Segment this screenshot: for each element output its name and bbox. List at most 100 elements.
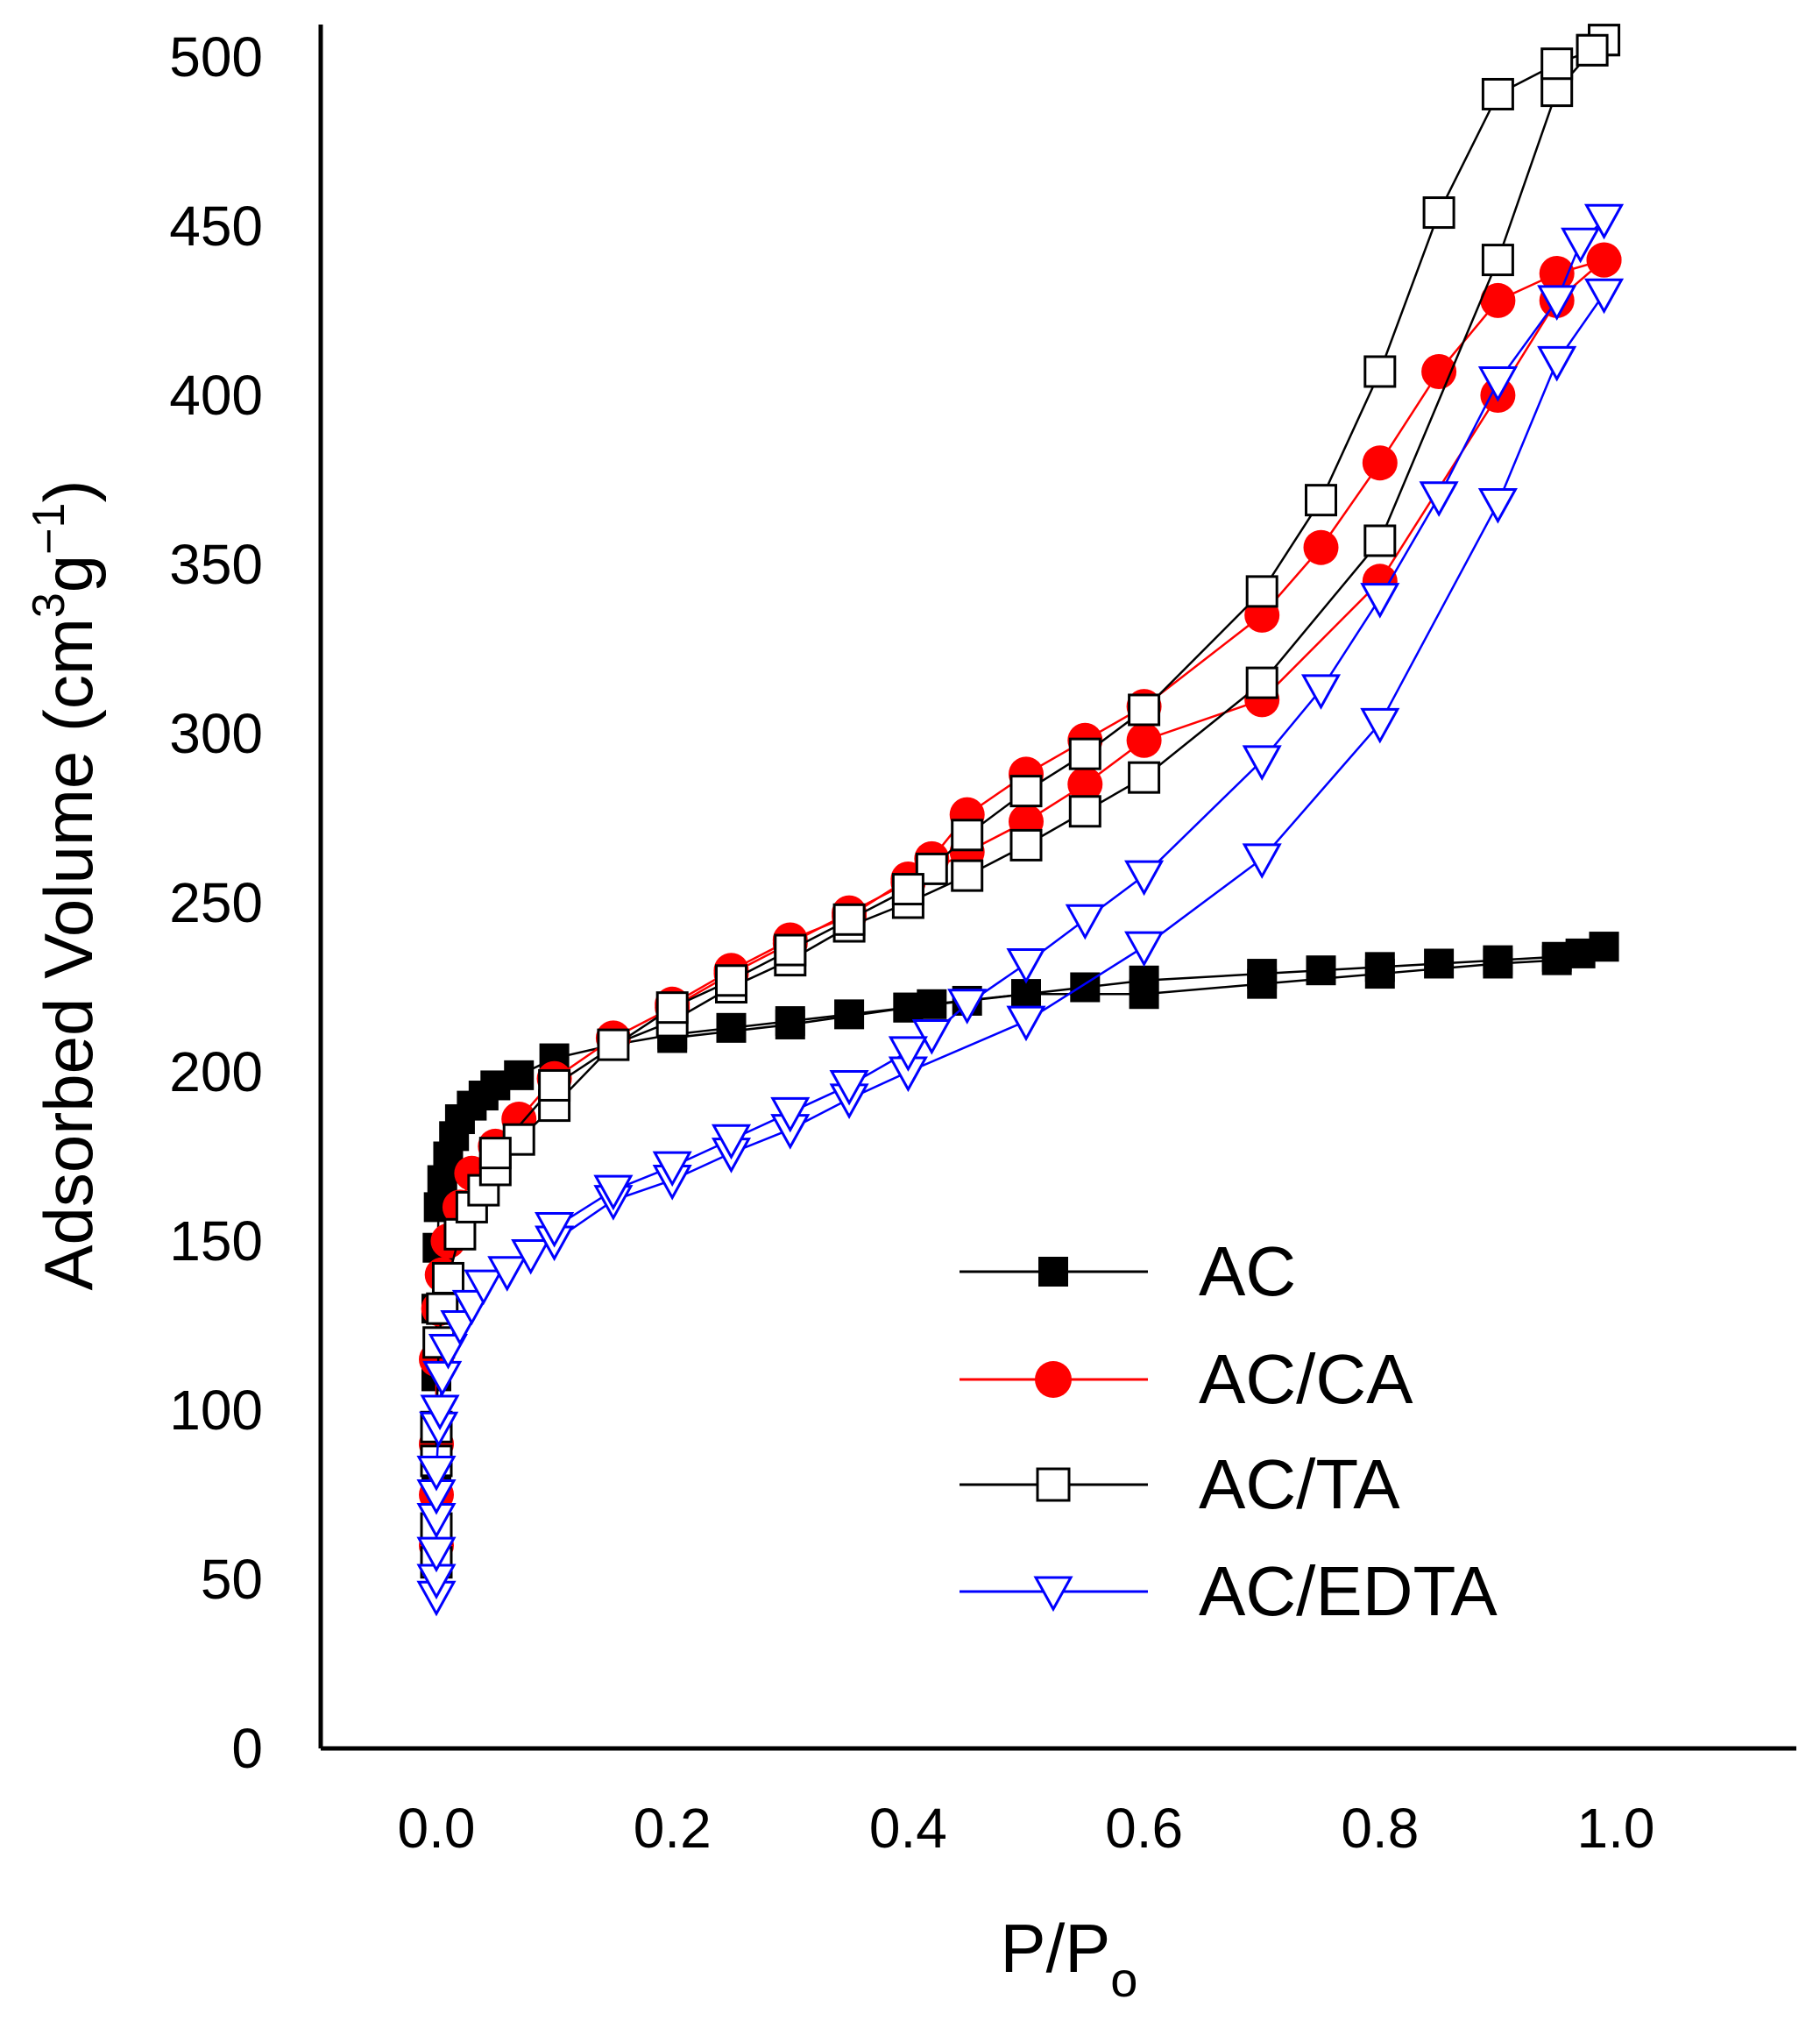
- series-ac-edta-point: [1124, 931, 1165, 968]
- y-tick-label: 350: [169, 533, 263, 596]
- series-ac-edta-point: [1561, 227, 1601, 264]
- y-tick-label: 0: [231, 1717, 263, 1780]
- series-ac-ta-point: [915, 852, 948, 885]
- series-ac-point: [775, 1009, 805, 1039]
- series-ac-ta-point: [431, 1261, 464, 1294]
- series-ac-edta-point: [1300, 674, 1342, 710]
- x-tick-label: 1.0: [1577, 1797, 1655, 1860]
- series-ac-edta-point: [711, 1124, 752, 1160]
- series-ac-ca-point: [1539, 256, 1575, 292]
- series-ac-edta-point: [464, 1269, 504, 1306]
- x-axis-title: P/Po: [1001, 1910, 1138, 2007]
- series-ac-ta-point: [1009, 775, 1043, 808]
- series-ac-ta-point: [1363, 524, 1397, 557]
- series-ac-ca-point: [1586, 242, 1622, 278]
- legend-item-ac-ca: AC/CA: [960, 1340, 1413, 1418]
- series-ac-ta-point: [538, 1068, 571, 1102]
- series-ac-ta-point: [655, 991, 689, 1025]
- series-ac-edta-point: [1537, 285, 1577, 322]
- series-ac-ca-desorption-line: [671, 259, 1604, 1005]
- series-ac-edta: [416, 203, 1625, 1617]
- series-ac-edta-point: [829, 1069, 869, 1106]
- series-ac-ta-point: [774, 933, 807, 967]
- legend-label-ac: AC: [1199, 1232, 1296, 1310]
- legend-label-ac-ta: AC/TA: [1199, 1445, 1400, 1523]
- series-ac-ca-adsorption-line: [435, 259, 1605, 1546]
- series-ac-edta-point: [422, 1360, 463, 1397]
- series-ac-ta-point: [1009, 828, 1043, 862]
- series-ac-edta-point: [1477, 488, 1518, 524]
- legend-label-ac-edta: AC/EDTA: [1199, 1552, 1498, 1630]
- series-ac-ca-point: [1480, 282, 1516, 318]
- series-ac-point: [1306, 955, 1336, 986]
- series-ac-ta-point: [951, 819, 984, 852]
- series-ac-ta-point: [1540, 74, 1574, 108]
- series-ac-edta-point: [1124, 860, 1165, 897]
- series-ac-edta-point: [487, 1256, 528, 1292]
- series-ac-edta-point: [1242, 843, 1282, 879]
- series-ac-ca: [419, 242, 1622, 1564]
- series-ac-edta-point: [1360, 707, 1400, 744]
- series-ac-ta: [420, 24, 1621, 1579]
- series-ac-ca-point: [1362, 445, 1398, 481]
- series-ac-ta-point: [832, 903, 866, 936]
- legend-marker-ac-ta: [1036, 1467, 1071, 1502]
- legend-marker-ac-ca: [1035, 1361, 1072, 1398]
- series-ac-ta-point: [1576, 33, 1609, 67]
- series-ac-edta-point: [428, 1334, 469, 1370]
- x-tick-label: 0.0: [398, 1797, 476, 1860]
- series-ac-ta-point: [478, 1137, 512, 1170]
- y-tick-label: 400: [169, 364, 263, 427]
- y-tick-label: 300: [169, 702, 263, 765]
- series-ac-edta-point: [1242, 745, 1282, 781]
- y-tick-label: 100: [169, 1379, 263, 1442]
- legend-item-ac: AC: [960, 1232, 1296, 1310]
- series-ac-point: [1011, 979, 1041, 1010]
- series-ac-edta-point: [535, 1212, 575, 1248]
- legend-marker-ac-edta: [1033, 1576, 1073, 1613]
- series-ac-ta-point: [1128, 693, 1161, 727]
- y-axis-title: Adsorbed Volume (cm3g−1): [24, 480, 107, 1291]
- x-tick-label: 0.6: [1105, 1797, 1183, 1860]
- y-tick-label: 150: [169, 1209, 263, 1273]
- series-ac-edta-point: [1477, 366, 1518, 402]
- series-ac-edta-point: [1360, 583, 1400, 619]
- legend: AC AC/CA AC/TA AC/EDTA: [960, 1232, 1498, 1630]
- series-ac-edta-point: [947, 989, 988, 1025]
- y-tick-label: 500: [169, 25, 263, 89]
- series-ac-edta-point: [1537, 345, 1577, 382]
- series-ac-point: [1364, 959, 1395, 989]
- x-tick-label: 0.8: [1341, 1797, 1419, 1860]
- y-tick-label: 200: [169, 1040, 263, 1103]
- legend-item-ac-ta: AC/TA: [960, 1445, 1400, 1523]
- series-layer: [416, 24, 1625, 1617]
- series-ac-ta-point: [1481, 244, 1514, 277]
- series-ac-ta-point: [1128, 761, 1161, 794]
- series-ac-edta-point: [652, 1151, 692, 1188]
- series-ac-ta-point: [1245, 666, 1278, 699]
- series-ac-edta-point: [770, 1096, 811, 1133]
- series-ac-edta-point: [1583, 278, 1625, 315]
- series-ac-edta-point: [1419, 481, 1459, 517]
- series-ac-point: [893, 992, 924, 1023]
- series-ac-ta-point: [443, 1217, 477, 1251]
- legend-marker-ac: [1038, 1257, 1068, 1287]
- series-ac-ca-point: [1126, 722, 1162, 758]
- x-tick-label: 0.2: [634, 1797, 712, 1860]
- series-ac-ta-point: [1068, 737, 1101, 770]
- series-ac-ta-point: [715, 964, 747, 997]
- series-ac-ta-point: [1068, 795, 1101, 828]
- series-ac-point: [1541, 945, 1572, 975]
- series-ac-edta-point: [511, 1238, 551, 1275]
- y-tick-label: 450: [169, 195, 263, 258]
- series-ac-ta-point: [1422, 196, 1455, 230]
- series-ac-ta-point: [1540, 47, 1574, 81]
- y-tick-label: 250: [169, 871, 263, 934]
- series-ac-edta-point: [1006, 1005, 1046, 1042]
- series-ac-ta-point: [1363, 355, 1397, 388]
- series-ac-point: [1589, 932, 1619, 962]
- series-ac-edta-point: [888, 1036, 928, 1072]
- series-ac-edta-point: [593, 1174, 634, 1211]
- series-ac-edta-point: [1065, 904, 1105, 940]
